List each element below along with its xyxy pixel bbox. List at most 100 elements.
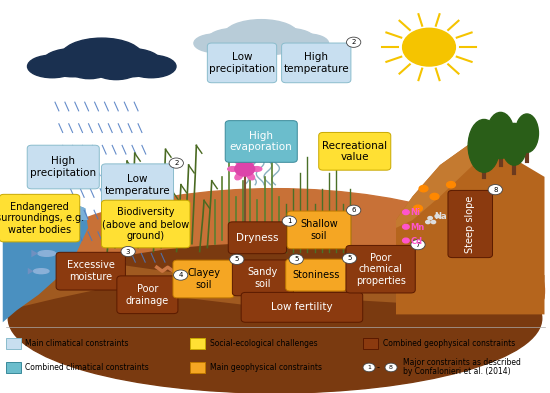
Text: Dryness: Dryness [236, 233, 279, 243]
Text: Major constraints as described: Major constraints as described [403, 358, 520, 367]
Circle shape [435, 215, 439, 218]
FancyBboxPatch shape [346, 245, 415, 293]
Text: Low
temperature: Low temperature [104, 174, 170, 195]
Polygon shape [31, 250, 38, 257]
FancyBboxPatch shape [6, 338, 21, 349]
Text: Low
precipitation: Low precipitation [209, 52, 275, 73]
Polygon shape [396, 141, 473, 228]
FancyBboxPatch shape [448, 190, 493, 258]
Circle shape [488, 184, 502, 195]
Polygon shape [28, 268, 34, 274]
FancyBboxPatch shape [6, 362, 21, 373]
Ellipse shape [252, 167, 262, 171]
Text: Steep slope: Steep slope [465, 195, 475, 253]
Circle shape [363, 363, 375, 372]
Polygon shape [3, 195, 88, 322]
Ellipse shape [8, 244, 542, 393]
FancyBboxPatch shape [101, 200, 190, 248]
Text: Sandy
soil: Sandy soil [248, 267, 278, 288]
Ellipse shape [502, 123, 527, 165]
Text: Shallow
soil: Shallow soil [300, 219, 338, 241]
Ellipse shape [515, 114, 538, 152]
Ellipse shape [60, 38, 143, 76]
Text: Poor
drainage: Poor drainage [126, 284, 169, 305]
Ellipse shape [100, 48, 162, 77]
Circle shape [447, 182, 455, 188]
Ellipse shape [260, 28, 316, 52]
Circle shape [428, 217, 432, 220]
Circle shape [235, 162, 255, 176]
Text: 5: 5 [348, 255, 351, 261]
Text: Excessive
moisture: Excessive moisture [67, 261, 115, 282]
Text: -: - [377, 363, 380, 372]
Ellipse shape [28, 55, 77, 78]
Text: 5: 5 [294, 256, 298, 262]
Text: Cd: Cd [410, 237, 422, 246]
Text: Endangered
surroundings, e.g.
water bodies: Endangered surroundings, e.g. water bodi… [0, 202, 84, 235]
Text: Stoniness: Stoniness [293, 270, 340, 280]
Text: Clayey
soil: Clayey soil [187, 268, 220, 290]
Circle shape [426, 220, 430, 224]
Circle shape [403, 224, 409, 229]
Ellipse shape [69, 60, 110, 79]
Ellipse shape [247, 158, 255, 165]
Text: 2: 2 [351, 39, 356, 45]
Ellipse shape [194, 34, 239, 53]
Circle shape [282, 216, 296, 226]
Polygon shape [396, 141, 544, 314]
Text: 4: 4 [179, 272, 183, 278]
Text: Combined geophysical constraints: Combined geophysical constraints [383, 340, 515, 348]
Text: Main geophysical constraints: Main geophysical constraints [210, 363, 322, 372]
Ellipse shape [228, 167, 238, 171]
FancyBboxPatch shape [282, 43, 351, 83]
Ellipse shape [235, 173, 243, 180]
FancyBboxPatch shape [173, 260, 234, 298]
Text: 8: 8 [493, 187, 498, 193]
Text: Social-ecological challenges: Social-ecological challenges [210, 340, 317, 348]
Circle shape [403, 238, 409, 243]
Ellipse shape [42, 48, 104, 77]
FancyBboxPatch shape [232, 260, 294, 296]
Text: by Confalonieri et al. (2014): by Confalonieri et al. (2014) [403, 367, 510, 376]
Text: 6: 6 [351, 207, 356, 213]
Circle shape [173, 270, 188, 280]
Circle shape [346, 205, 361, 215]
Text: 3: 3 [126, 248, 130, 255]
Ellipse shape [254, 37, 295, 54]
Text: Ni: Ni [410, 208, 420, 217]
Text: Na: Na [434, 212, 447, 220]
Text: 1: 1 [287, 218, 292, 224]
Ellipse shape [224, 20, 299, 51]
Ellipse shape [126, 55, 176, 78]
Text: Mn: Mn [410, 224, 425, 232]
Ellipse shape [247, 173, 255, 180]
FancyBboxPatch shape [207, 43, 277, 83]
Text: Combined climatical constraints: Combined climatical constraints [25, 363, 149, 372]
Ellipse shape [38, 251, 56, 256]
Circle shape [342, 253, 356, 263]
Circle shape [121, 246, 135, 257]
FancyBboxPatch shape [190, 338, 205, 349]
Ellipse shape [19, 232, 41, 239]
Circle shape [430, 193, 439, 200]
Polygon shape [6, 263, 544, 310]
Text: High
evaporation: High evaporation [230, 131, 293, 152]
Text: Recreational
value: Recreational value [322, 141, 387, 162]
Ellipse shape [235, 158, 243, 165]
Polygon shape [11, 231, 19, 241]
FancyBboxPatch shape [0, 194, 80, 242]
Text: High
temperature: High temperature [283, 52, 349, 73]
Circle shape [346, 37, 361, 47]
FancyBboxPatch shape [286, 259, 346, 291]
Text: 5: 5 [235, 256, 239, 263]
FancyBboxPatch shape [190, 362, 205, 373]
FancyBboxPatch shape [228, 222, 287, 254]
FancyBboxPatch shape [287, 211, 351, 249]
Ellipse shape [6, 189, 544, 393]
Ellipse shape [487, 112, 514, 159]
Text: Poor
chemical
properties: Poor chemical properties [356, 253, 405, 286]
Text: Main climatical constraints: Main climatical constraints [25, 340, 129, 348]
Circle shape [419, 185, 428, 192]
FancyBboxPatch shape [56, 252, 125, 290]
Text: Biodiversity
(above and below
ground): Biodiversity (above and below ground) [102, 208, 189, 241]
